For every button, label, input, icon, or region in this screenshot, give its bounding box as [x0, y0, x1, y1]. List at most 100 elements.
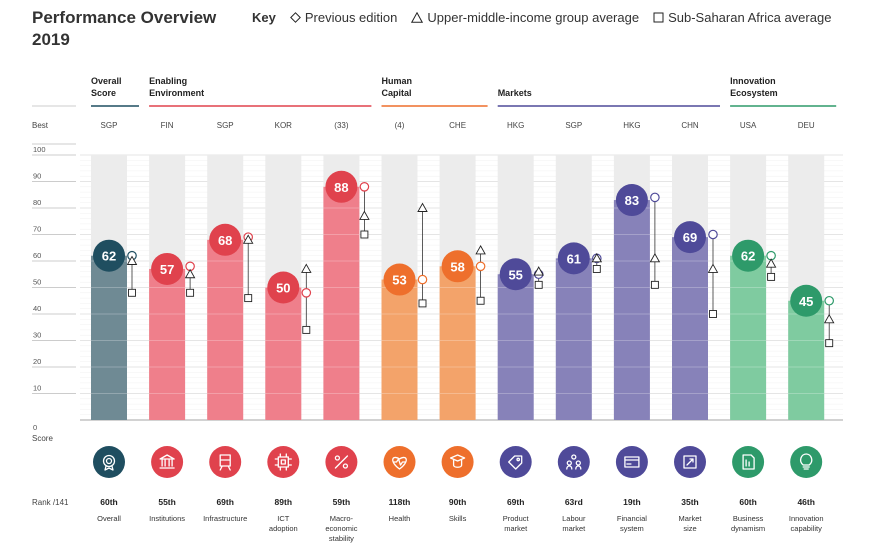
bar-ict-adoption: [265, 287, 302, 420]
icon-stroke: [105, 457, 113, 465]
score-value-label: 69: [683, 230, 697, 245]
upper-middle-income-marker: [126, 255, 138, 265]
ssa-average-marker: [418, 299, 427, 308]
category-label: Institutions: [149, 514, 185, 523]
bar-labour-market: [555, 258, 592, 420]
bar-financial-system: [613, 200, 650, 420]
icon-stroke: [624, 456, 640, 468]
icon-background: [209, 446, 242, 478]
icon-stroke: [508, 455, 523, 470]
icon-background: [499, 446, 532, 478]
upper-middle-income-marker: [359, 210, 370, 220]
ssa-average-marker: [767, 272, 776, 281]
score-row-label: Score: [32, 434, 53, 443]
bar-institutions: [149, 268, 186, 420]
ssa-average-marker: [302, 325, 311, 334]
category-label: Market: [679, 514, 703, 523]
square-icon: [653, 12, 664, 23]
best-performer-label: CHN: [681, 121, 699, 130]
best-performer-label: CHE: [449, 121, 466, 130]
legend-item-label: Sub-Saharan Africa average: [668, 10, 832, 25]
icon-background: [441, 446, 474, 478]
icon-background: [267, 446, 300, 478]
score-value-label: 62: [102, 249, 116, 264]
score-circle: [615, 184, 648, 217]
category-label: dynamism: [731, 524, 765, 533]
score-value-label: 55: [508, 267, 522, 282]
icon-stroke: [104, 465, 114, 471]
score-circle: [732, 239, 765, 272]
group-header-label: Environment: [149, 88, 204, 98]
category-label: capability: [791, 524, 823, 533]
score-value-label: 88: [334, 180, 348, 195]
rank-value: 63rd: [565, 497, 583, 507]
previous-edition-marker: [708, 229, 718, 240]
tag-icon: [499, 446, 532, 478]
rank-value: 118th: [389, 497, 411, 507]
score-value-label: 58: [450, 259, 464, 274]
upper-middle-income-marker: [649, 252, 661, 263]
score-circle: [499, 258, 532, 291]
upper-middle-income-marker: [475, 244, 486, 255]
y-tick-label: 10: [33, 384, 41, 393]
icon-background: [790, 446, 823, 478]
upper-middle-income-marker: [591, 252, 603, 263]
ssa-average-marker: [476, 296, 485, 305]
rank-value: 90th: [449, 497, 466, 507]
rank-row-label: Rank /141: [32, 498, 69, 507]
score-value-label: 53: [392, 273, 406, 288]
institution-icon: [151, 446, 184, 478]
rank-value: 46th: [797, 497, 814, 507]
upper-middle-income-marker: [765, 258, 777, 268]
y-tick-label: 70: [33, 225, 41, 234]
icon-stroke: [571, 454, 577, 460]
heart-pulse-icon: [383, 446, 416, 478]
legend-item-label: Upper-middle-income group average: [427, 10, 640, 25]
previous-edition-marker: [301, 287, 312, 298]
icon-stroke: [449, 454, 466, 468]
group-header-label: Overall: [91, 76, 122, 86]
icon-stroke: [159, 454, 175, 469]
best-performer-label: KOR: [275, 121, 293, 130]
upper-middle-income-marker: [707, 263, 719, 273]
rank-value: 55th: [158, 497, 175, 507]
card-icon: [615, 446, 648, 478]
train-icon: [209, 446, 242, 478]
y-tick-label: 60: [33, 251, 41, 260]
legend: Key Previous edition Upper-middle-income…: [252, 10, 845, 25]
category-label: Overall: [97, 514, 121, 523]
rank-value: 35th: [681, 497, 698, 507]
previous-edition-marker: [417, 274, 428, 285]
ssa-average-marker: [360, 230, 369, 239]
group-header-label: Enabling: [149, 76, 187, 86]
score-circle: [325, 170, 358, 203]
ssa-average-marker: [186, 288, 195, 297]
y-tick-label: 80: [33, 198, 41, 207]
category-label: Business: [733, 514, 764, 523]
legend-item-upper-middle: Upper-middle-income group average: [411, 10, 639, 25]
category-label: Skills: [449, 514, 467, 523]
y-tick-label: 30: [33, 331, 41, 340]
score-circle: [151, 252, 184, 285]
people-icon: [557, 446, 590, 478]
score-value-label: 57: [160, 262, 174, 277]
diamond-icon: [289, 12, 301, 23]
group-header-label: Human: [382, 76, 413, 86]
group-header-label: Innovation: [730, 76, 776, 86]
group-header-label: Score: [91, 88, 116, 98]
icon-stroke: [742, 454, 755, 470]
legend-item-label: Previous edition: [304, 10, 398, 25]
score-circle: [267, 271, 300, 304]
icon-stroke: [575, 460, 581, 466]
category-label: market: [504, 524, 528, 533]
category-label: stability: [329, 534, 354, 543]
score-value-label: 61: [567, 251, 581, 266]
chip-icon: [267, 446, 300, 478]
category-label: Infrastructure: [203, 514, 247, 523]
lightbulb-icon: [790, 446, 823, 478]
bar-business-dynamism: [730, 255, 767, 420]
best-row-label: Best: [32, 121, 49, 130]
icon-stroke: [102, 454, 116, 468]
best-performer-label: HKG: [623, 121, 640, 130]
